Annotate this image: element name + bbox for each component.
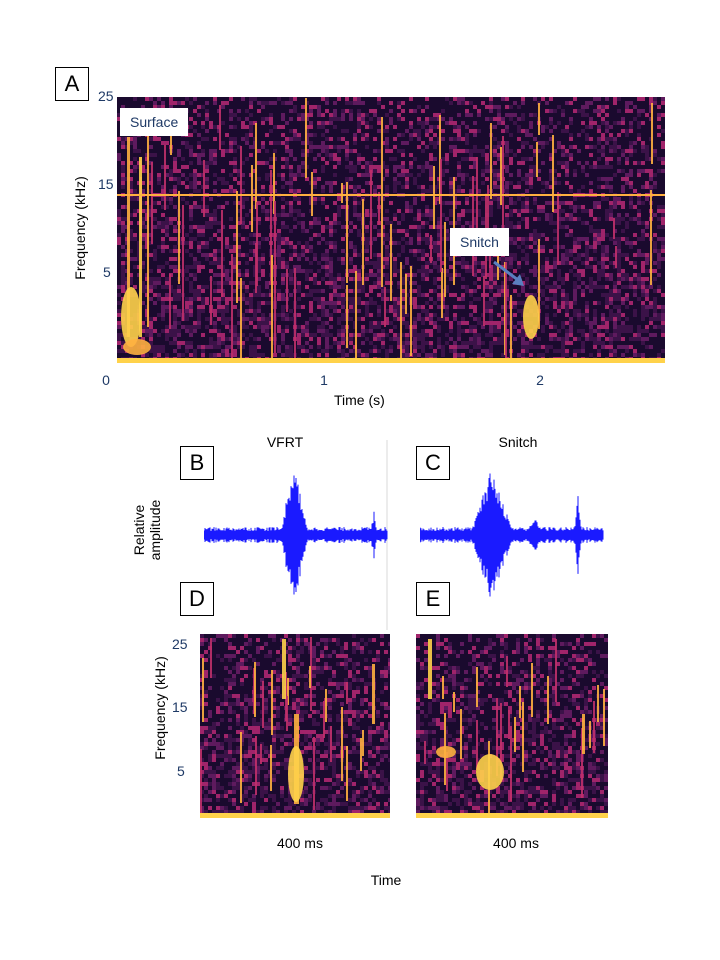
- panel-label-e: E: [416, 582, 450, 616]
- panel-label-b: B: [180, 446, 214, 480]
- a-xlabel: Time (s): [334, 392, 385, 408]
- c-title: Snitch: [498, 434, 538, 450]
- waveform-ylabel-line1: Relative: [131, 504, 147, 556]
- b-title: VFRT: [266, 434, 304, 450]
- spectrogram-snitch: [416, 634, 608, 818]
- d-ytick-15: 15: [172, 699, 188, 715]
- panel-label-a: A: [55, 67, 89, 101]
- lower-ylabel: Frequency (kHz): [152, 656, 168, 760]
- e-duration: 400 ms: [493, 835, 539, 851]
- waveform-vfrt: [204, 475, 388, 595]
- lower-xlabel: Time: [370, 872, 402, 888]
- spectrogram-vfrt: [200, 634, 390, 818]
- d-duration: 400 ms: [277, 835, 323, 851]
- panel-label-c: C: [416, 446, 450, 480]
- a-ytick-5: 5: [103, 264, 111, 280]
- waveform-ylabel-line2: amplitude: [147, 499, 163, 561]
- d-ytick-5: 5: [177, 763, 185, 779]
- a-xtick-2: 2: [536, 372, 544, 388]
- d-ytick-25: 25: [172, 636, 188, 652]
- a-xtick-0: 0: [102, 372, 110, 388]
- a-callout-surface: Surface: [120, 108, 189, 136]
- a-ytick-15: 15: [98, 176, 114, 192]
- a-ylabel: Frequency (kHz): [72, 176, 88, 280]
- snitch-arrow: [493, 260, 524, 286]
- panel-label-d: D: [180, 582, 214, 616]
- spectrogram-a: [117, 97, 665, 363]
- waveform-snitch: [420, 473, 604, 597]
- a-callout-snitch: Snitch: [450, 228, 509, 256]
- a-xtick-1: 1: [320, 372, 328, 388]
- a-ytick-25: 25: [98, 88, 114, 104]
